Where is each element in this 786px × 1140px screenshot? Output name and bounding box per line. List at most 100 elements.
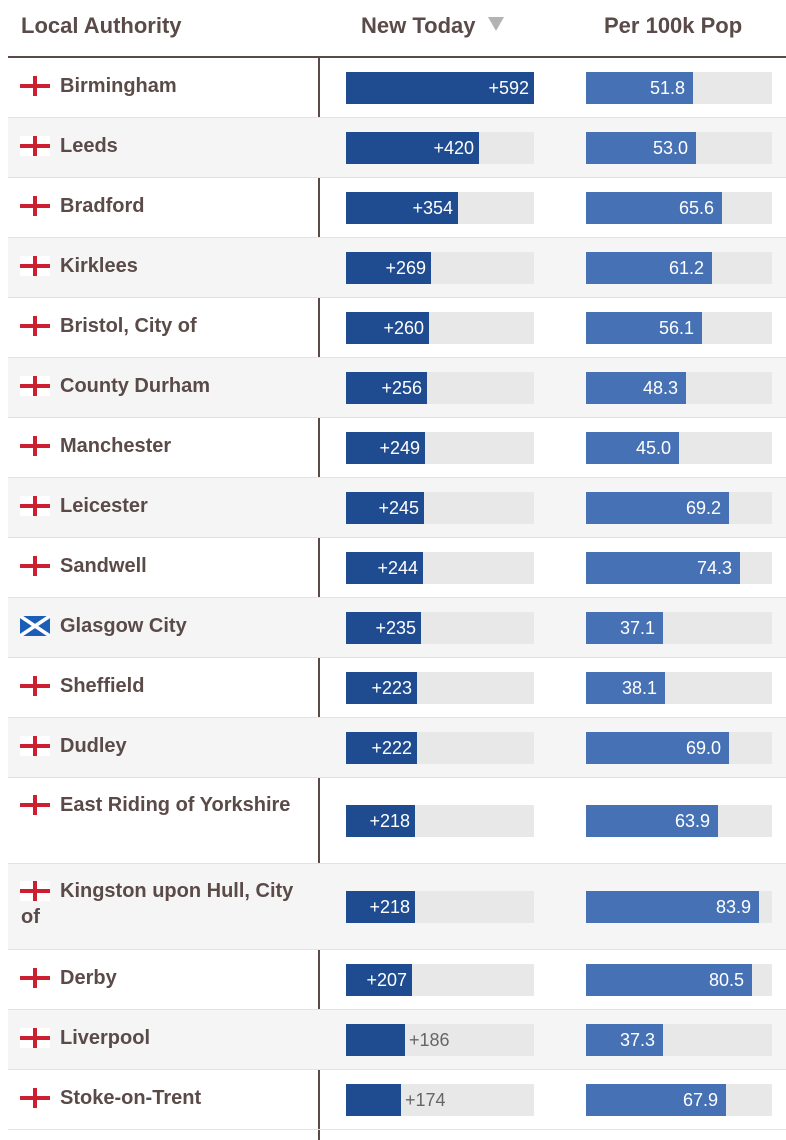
per-100k-bar [586, 312, 702, 344]
per-100k-bar-track: 56.1 [586, 312, 772, 344]
per-100k-bar [586, 1024, 663, 1056]
england-flag-icon [20, 496, 50, 516]
per-100k-bar-track: 45.0 [586, 432, 772, 464]
new-today-bar-track: +186 [346, 1024, 534, 1056]
per-100k-bar [586, 432, 679, 464]
per-100k-bar [586, 552, 740, 584]
per-100k-bar [586, 492, 729, 524]
scotland-flag-icon [19, 614, 51, 638]
england-flag-icon [20, 968, 50, 988]
local-authority-name: Derby [60, 967, 117, 989]
table-row: Glasgow City +235 37.1 [8, 598, 786, 658]
per-100k-value: 69.2 [685, 498, 721, 518]
england-flag-icon [20, 256, 50, 276]
local-authority-name: Bradford [60, 195, 145, 217]
per-100k-bar [586, 72, 693, 104]
local-authority-cell: Liverpool [8, 1010, 318, 1070]
new-today-value: +260 [383, 318, 424, 338]
new-today-bar [346, 492, 424, 524]
per-100k-bar [586, 1084, 726, 1116]
local-authority-name: Sandwell [60, 555, 147, 577]
new-today-bar [346, 312, 429, 344]
per-100k-bar-track: 69.0 [586, 732, 772, 764]
england-flag-icon [20, 436, 50, 456]
per-100k-value: 56.1 [658, 318, 694, 338]
new-today-bar [346, 432, 425, 464]
table-row: Dudley +222 69.0 [8, 718, 786, 778]
column-header-new-today[interactable]: New Today [361, 13, 504, 39]
per-100k-value: 51.8 [649, 78, 685, 98]
local-authority-name: Kirklees [60, 255, 138, 277]
local-authority-name: Birmingham [60, 75, 177, 97]
per-100k-value: 65.6 [678, 198, 714, 218]
per-100k-value: 38.1 [621, 678, 657, 698]
new-today-value: +207 [366, 970, 407, 990]
per-100k-value: 37.3 [619, 1030, 655, 1050]
per-100k-bar-track: 63.9 [586, 805, 772, 837]
new-today-value: +218 [369, 897, 410, 917]
new-today-bar-track: +260 [346, 312, 534, 344]
local-authority-name: East Riding of Yorkshire [60, 794, 291, 816]
new-today-bar-track: +592 [346, 72, 534, 104]
table-row: Liverpool +186 37.3 [8, 1010, 786, 1070]
new-today-value: +235 [375, 618, 416, 638]
new-today-bar-track: +218 [346, 805, 534, 837]
new-today-bar [346, 1024, 405, 1056]
new-today-bar-track: +174 [346, 1084, 534, 1116]
per-100k-bar-track: 67.9 [586, 1084, 772, 1116]
per-100k-bar-track: 51.8 [586, 72, 772, 104]
local-authority-name: Kingston upon Hull, City of [21, 880, 294, 928]
local-authority-cell: East Riding of Yorkshire [8, 778, 318, 864]
england-flag-icon [20, 795, 50, 815]
new-today-value: +222 [371, 738, 412, 758]
per-100k-value: 83.9 [715, 897, 751, 917]
england-flag-icon [20, 376, 50, 396]
new-today-bar [346, 1084, 401, 1116]
local-authority-name: Sheffield [60, 675, 145, 697]
local-authority-cell: Birmingham [8, 58, 318, 118]
per-100k-value: 80.5 [708, 970, 744, 990]
per-100k-bar-track: 74.3 [586, 552, 772, 584]
new-today-bar-track: +223 [346, 672, 534, 704]
per-100k-bar [586, 252, 712, 284]
new-today-bar-track: +269 [346, 252, 534, 284]
new-today-value: +223 [371, 678, 412, 698]
local-authority-cell: Leicester [8, 478, 318, 538]
new-today-bar [346, 612, 421, 644]
table-row: Kingston upon Hull, City of +218 83.9 [8, 864, 786, 950]
column-header-new-today-label: New Today [361, 13, 476, 38]
new-today-value: +256 [381, 378, 422, 398]
per-100k-bar [586, 732, 729, 764]
table-row: Kirklees +269 61.2 [8, 238, 786, 298]
local-authority-cell: Stoke-on-Trent [8, 1070, 318, 1130]
england-flag-icon [20, 316, 50, 336]
local-authority-cell: Glasgow City [8, 598, 318, 658]
new-today-value: +592 [488, 78, 529, 98]
table-row: Leeds +420 53.0 [8, 118, 786, 178]
local-authority-cell: Bristol, City of [8, 298, 318, 358]
per-100k-value: 63.9 [674, 811, 710, 831]
new-today-bar [346, 552, 423, 584]
per-100k-value: 53.0 [652, 138, 688, 158]
per-100k-bar-track: 37.1 [586, 612, 772, 644]
per-100k-value: 48.3 [642, 378, 678, 398]
england-flag-icon [20, 736, 50, 756]
new-today-value: +244 [377, 558, 418, 578]
new-today-bar [346, 964, 412, 996]
per-100k-value: 74.3 [696, 558, 732, 578]
new-today-bar-track: +207 [346, 964, 534, 996]
new-today-value: +249 [379, 438, 420, 458]
column-header-local-authority[interactable]: Local Authority [21, 13, 182, 38]
local-authority-cell: County Durham [8, 358, 318, 418]
table-row: Derby +207 80.5 [8, 950, 786, 1010]
local-authority-cell: Leeds [8, 118, 318, 178]
column-header-per-100k[interactable]: Per 100k Pop [604, 13, 743, 38]
new-today-bar [346, 252, 431, 284]
england-flag-icon [20, 1088, 50, 1108]
new-today-value: +245 [378, 498, 419, 518]
per-100k-bar [586, 891, 759, 923]
per-100k-bar-track: 65.6 [586, 192, 772, 224]
new-today-value: +420 [433, 138, 474, 158]
per-100k-value: 67.9 [682, 1090, 718, 1110]
england-flag-icon [20, 76, 50, 96]
